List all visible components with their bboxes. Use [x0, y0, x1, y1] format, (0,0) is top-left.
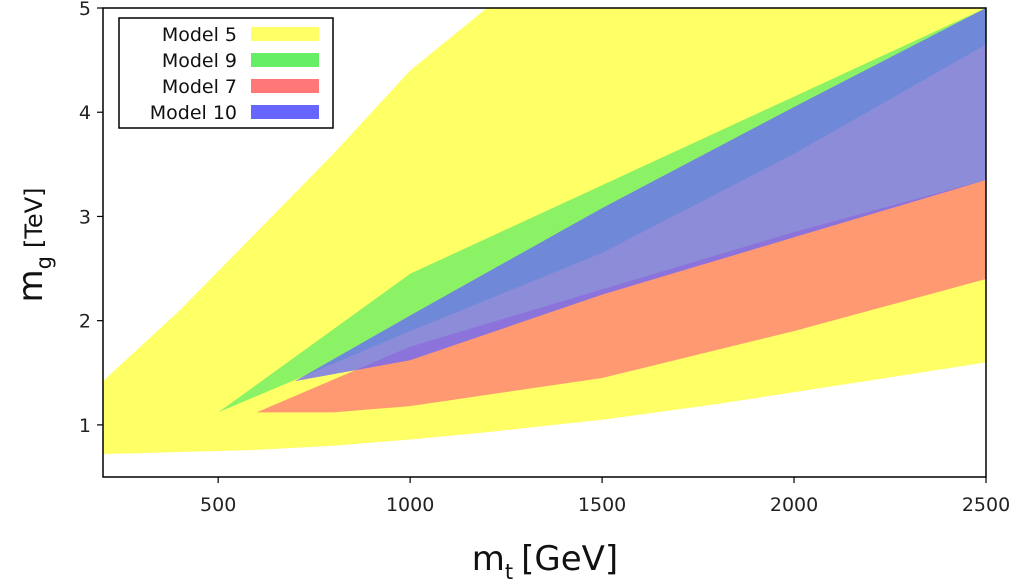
plot-frame	[102, 7, 987, 478]
y-tick-label: 2	[79, 311, 91, 333]
area-model-10	[295, 8, 986, 382]
legend-label-model-9: Model 9	[162, 50, 237, 72]
x-tick-label: 1500	[578, 494, 626, 516]
y-axis-label-sub: g	[32, 256, 56, 269]
x-tick-label: 1000	[386, 494, 434, 516]
legend-swatch-model-5	[251, 27, 319, 41]
y-axis-label: mg [TeV]	[11, 188, 56, 303]
area-model-7	[256, 180, 986, 413]
y-tick-label: 5	[79, 0, 91, 20]
legend-label-model-5: Model 5	[162, 24, 237, 46]
legend-label-model-7: Model 7	[162, 76, 237, 98]
y-axis-ticks: 1 2 3 4 5	[79, 0, 103, 437]
legend-swatch-model-9	[251, 53, 319, 67]
plot-areas	[103, 8, 986, 455]
x-axis-label-sub: t	[505, 560, 513, 584]
x-axis-label: mt [GeV]	[472, 539, 618, 584]
x-tick-label: 2000	[770, 494, 818, 516]
legend-swatch-model-10	[251, 105, 319, 119]
x-tick-label: 2500	[962, 494, 1010, 516]
y-tick-label: 1	[79, 415, 91, 437]
legend-label-model-10: Model 10	[150, 102, 237, 124]
y-tick-label: 3	[79, 206, 91, 228]
legend: Model 5 Model 9 Model 7 Model 10	[118, 17, 334, 129]
x-tick-label: 500	[200, 494, 236, 516]
legend-swatch-model-7	[251, 79, 319, 93]
y-axis-label-base: m	[11, 269, 51, 302]
y-tick-label: 4	[79, 102, 91, 124]
x-axis-label-unit: [GeV]	[521, 539, 618, 579]
x-axis-label-base: m	[472, 539, 505, 579]
x-axis-ticks: 500 1000 1500 2000 2500	[200, 477, 1010, 516]
y-axis-label-unit: [TeV]	[20, 188, 48, 249]
